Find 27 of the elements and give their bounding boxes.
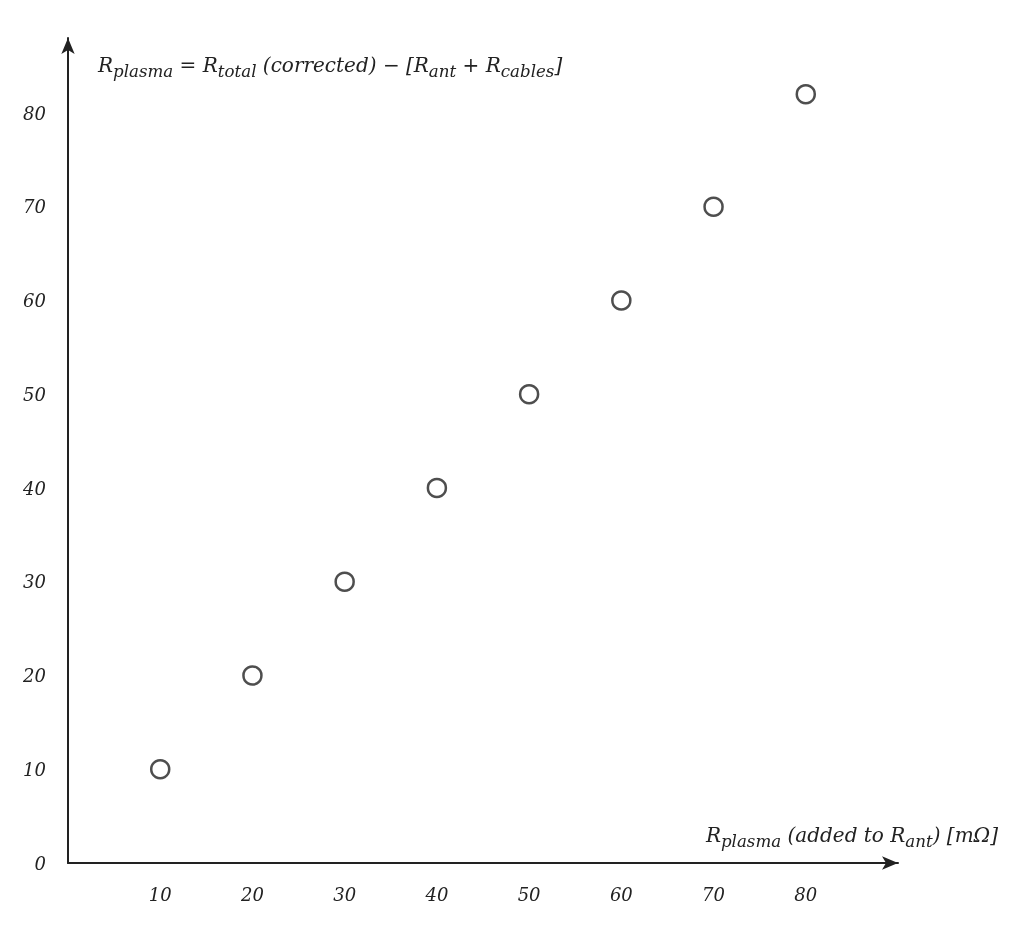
x-tick-label: 60 [609,883,633,905]
y-tick-label: 10 [23,758,46,780]
y-tick-label: 70 [23,196,46,218]
point [334,571,355,592]
y-tick-label: 30 [23,571,46,593]
x-tick-label: 10 [148,883,172,905]
x-tick-label: 20 [239,883,264,905]
point [611,290,632,311]
point [242,665,263,686]
point [703,196,724,217]
x-tick-label: 30 [333,883,357,905]
x-tick-label: 40 [424,883,449,905]
y-tick-label: 50 [23,383,46,405]
point [795,84,817,105]
x-axis-title: R$_{plasma}$ (added to R$_{ant}$) [mΩ] [705,823,998,851]
point [426,477,448,499]
y-tick-label: 20 [22,665,46,686]
x-tick-label: 50 [517,883,541,905]
text: R$_{plasma}$ = R$_{total}$ (corrected) − [R$_{ant}$ + R$_{cables}$] [98,53,563,81]
y-tick-label: 40 [22,477,46,499]
x-tick-label: 70 [702,883,726,905]
y-tick-label: 80 [23,102,46,124]
y-tick-label: 0 [34,852,46,874]
y-tick-label: 60 [23,290,46,311]
point [149,759,171,780]
point [518,384,540,405]
x-tick-label: 80 [794,883,818,905]
